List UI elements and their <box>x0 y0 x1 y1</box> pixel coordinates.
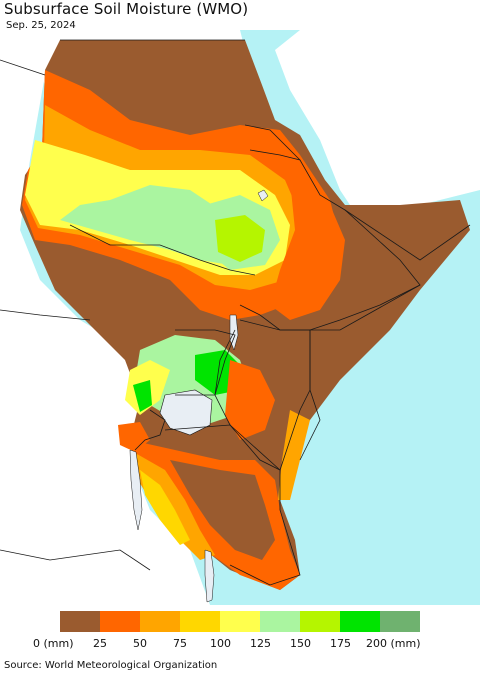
ethiopia-orange <box>270 180 345 320</box>
map-title: Subsurface Soil Moisture (WMO) <box>4 0 249 18</box>
legend-tick-5: 125 <box>250 637 271 650</box>
legend-tick-8: 200 (mm) <box>366 637 421 650</box>
country-borders <box>0 39 471 586</box>
legend-swatch-3 <box>180 611 220 632</box>
legend-swatch-6 <box>300 611 340 632</box>
legend-swatch-7 <box>340 611 380 632</box>
lake-victoria <box>159 389 213 436</box>
border-west <box>0 59 151 571</box>
legend-swatch-2 <box>140 611 180 632</box>
legend-tick-0: 0 (mm) <box>33 637 74 650</box>
legend-tick-1: 25 <box>93 637 107 650</box>
source-credit: Source: World Meteorological Organizatio… <box>4 660 218 671</box>
lime-core <box>215 215 265 262</box>
map-date: Sep. 25, 2024 <box>6 20 76 31</box>
legend-swatch-5 <box>260 611 300 632</box>
legend-swatch-4 <box>220 611 260 632</box>
legend-swatch-1 <box>100 611 140 632</box>
burundi-orange <box>118 422 150 452</box>
outside-land-southwest <box>0 30 210 605</box>
lake-malawi <box>204 549 215 603</box>
tanzania-amber <box>130 450 215 560</box>
legend-swatch-0 <box>60 611 100 632</box>
legend-tick-7: 175 <box>330 637 351 650</box>
border-uganda <box>175 329 236 396</box>
tanzania-brown <box>170 460 275 560</box>
tanzania-yellow <box>140 470 190 545</box>
border-rwanda-burundi <box>134 409 166 451</box>
legend-tick-3: 75 <box>173 637 187 650</box>
arabia-land <box>275 30 480 220</box>
legend-swatch-8 <box>380 611 420 632</box>
lake-tana <box>257 189 269 202</box>
border-tanzania <box>164 424 301 586</box>
border-sudan-southsudan <box>69 224 256 276</box>
legend-tick-6: 150 <box>290 637 311 650</box>
light-green-area <box>60 185 240 265</box>
kenya-orange <box>225 360 275 440</box>
border-eritrea <box>244 124 301 161</box>
west-bright-green <box>133 380 152 412</box>
legend-tick-4: 100 <box>210 637 231 650</box>
legend-tick-2: 50 <box>133 637 147 650</box>
somalia-coast <box>278 410 310 500</box>
soil-moisture-map <box>0 30 480 605</box>
legend: 0 (mm) 25 50 75 100 125 150 175 200 (mm) <box>0 608 480 658</box>
lake-tanganyika <box>129 449 143 531</box>
